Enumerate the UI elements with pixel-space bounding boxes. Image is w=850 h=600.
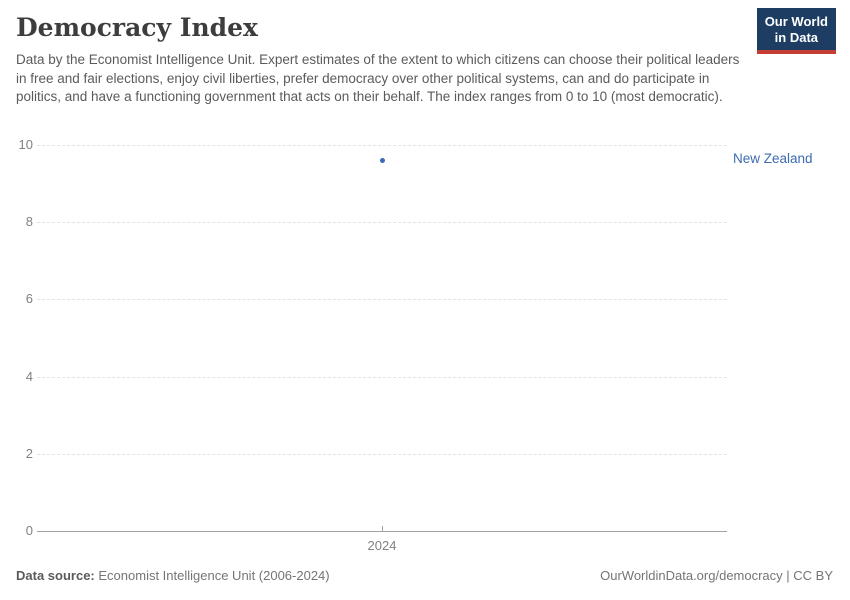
y-tick-label: 8 xyxy=(25,214,33,230)
x-tick-mark xyxy=(381,526,383,531)
y-tick-label: 0 xyxy=(25,523,33,538)
owid-logo-line1: Our World xyxy=(764,14,828,29)
y-gridline xyxy=(37,299,727,301)
entity-label-new-zealand[interactable]: New Zealand xyxy=(733,151,813,167)
data-source-value: Economist Intelligence Unit (2006-2024) xyxy=(98,568,330,583)
y-gridline xyxy=(37,222,727,224)
chart-footer: Data source: Economist Intelligence Unit… xyxy=(16,568,833,583)
y-gridline xyxy=(37,453,727,455)
data-source-note: Data source: Economist Intelligence Unit… xyxy=(16,568,330,583)
license-link[interactable]: OurWorldinData.org/democracy | CC BY xyxy=(600,568,833,583)
chart-title: Democracy Index xyxy=(16,13,258,42)
chart-subtitle: Data by the Economist Intelligence Unit.… xyxy=(16,52,740,104)
y-tick-label: 10 xyxy=(18,137,33,152)
data-source-label: Data source: xyxy=(16,568,95,583)
y-tick-label: 4 xyxy=(25,368,33,384)
y-gridline xyxy=(37,145,727,146)
x-axis-line xyxy=(37,531,727,532)
data-point-new-zealand[interactable] xyxy=(379,157,385,163)
x-tick-label: 2024 xyxy=(367,538,397,553)
owid-logo[interactable]: Our World in Data xyxy=(756,8,836,54)
owid-logo-line2: in Data xyxy=(774,30,819,45)
y-tick-label: 2 xyxy=(25,445,33,461)
y-tick-label: 6 xyxy=(25,291,33,307)
y-gridline xyxy=(37,376,727,378)
